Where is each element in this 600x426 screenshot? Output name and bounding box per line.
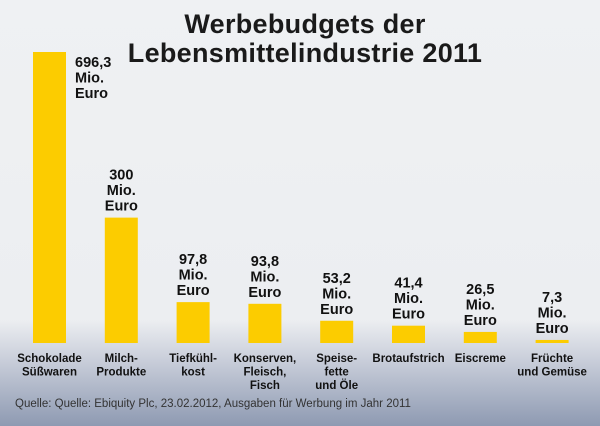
category-label-line: kost bbox=[181, 367, 205, 379]
bar bbox=[535, 339, 569, 343]
bar bbox=[320, 320, 354, 343]
category-label-line: Süßwaren bbox=[22, 367, 77, 379]
data-label-line: Euro bbox=[177, 283, 210, 299]
bar bbox=[104, 217, 138, 343]
category-label-line: Fleisch, bbox=[243, 367, 286, 379]
category-label: Tiefkühl-kost bbox=[169, 353, 217, 379]
category-label-line: Brotaufstrich bbox=[372, 353, 444, 365]
data-label-line: 41,4 bbox=[394, 276, 422, 292]
category-label: Milch- Produkte bbox=[96, 353, 146, 379]
category-label: Früchte und Gemüse bbox=[517, 353, 587, 379]
bar bbox=[463, 331, 497, 343]
data-label-line: Mio. bbox=[322, 286, 351, 302]
bar bbox=[248, 303, 282, 343]
category-label-line: Produkte bbox=[96, 367, 146, 379]
category-label: Eiscreme bbox=[455, 353, 506, 365]
source-note: Quelle: Quelle: Ebiquity Plc, 23.02.2012… bbox=[15, 398, 411, 410]
data-label-line: Mio. bbox=[394, 291, 423, 307]
data-label-line: 93,8 bbox=[251, 254, 279, 270]
category-label-line: und Gemüse bbox=[517, 367, 587, 379]
data-label-line: Euro bbox=[536, 321, 569, 337]
data-label-line: Mio. bbox=[250, 269, 279, 285]
data-label-line: Mio. bbox=[538, 305, 567, 321]
category-label: Schokolade Süßwaren bbox=[17, 353, 82, 379]
data-label-line: Mio. bbox=[179, 268, 208, 284]
data-label-line: 26,5 bbox=[466, 282, 494, 298]
data-label-line: 97,8 bbox=[179, 252, 207, 268]
category-label: Brotaufstrich bbox=[372, 353, 444, 365]
category-label-line: Konserven, bbox=[234, 353, 297, 365]
bar bbox=[392, 325, 425, 343]
data-label-line: Euro bbox=[105, 199, 138, 215]
category-label-line: und Öle bbox=[315, 379, 358, 392]
category-label-line: Milch- bbox=[105, 353, 138, 365]
data-label-line: Mio. bbox=[466, 297, 495, 313]
category-label-line: Schokolade bbox=[17, 353, 82, 365]
data-label-line: 696,3 bbox=[75, 55, 111, 71]
data-label-line: 53,2 bbox=[323, 271, 351, 287]
category-label-line: Eiscreme bbox=[455, 353, 506, 365]
category-label-line: Früchte bbox=[531, 353, 573, 365]
data-label-line: Euro bbox=[75, 86, 108, 102]
data-label-line: Euro bbox=[464, 313, 497, 329]
data-label-line: Mio. bbox=[75, 71, 104, 87]
bar bbox=[176, 302, 210, 343]
category-label-line: fette bbox=[325, 367, 349, 379]
category-label-line: Fisch bbox=[250, 380, 280, 392]
data-label-line: Euro bbox=[392, 307, 425, 323]
bar bbox=[33, 52, 66, 343]
category-label-line: Speise- bbox=[316, 353, 357, 365]
category-label: Konserven, Fleisch,Fisch bbox=[234, 353, 297, 392]
chart-title: Werbebudgets der Lebensmittelindustrie 2… bbox=[127, 9, 483, 68]
data-label-line: Euro bbox=[248, 285, 281, 301]
data-label-line: 300 bbox=[109, 168, 133, 184]
data-label-line: Euro bbox=[320, 302, 353, 318]
data-label-line: 7,3 bbox=[542, 290, 562, 306]
data-label-line: Mio. bbox=[107, 183, 136, 199]
category-label-line: Tiefkühl- bbox=[169, 353, 217, 365]
